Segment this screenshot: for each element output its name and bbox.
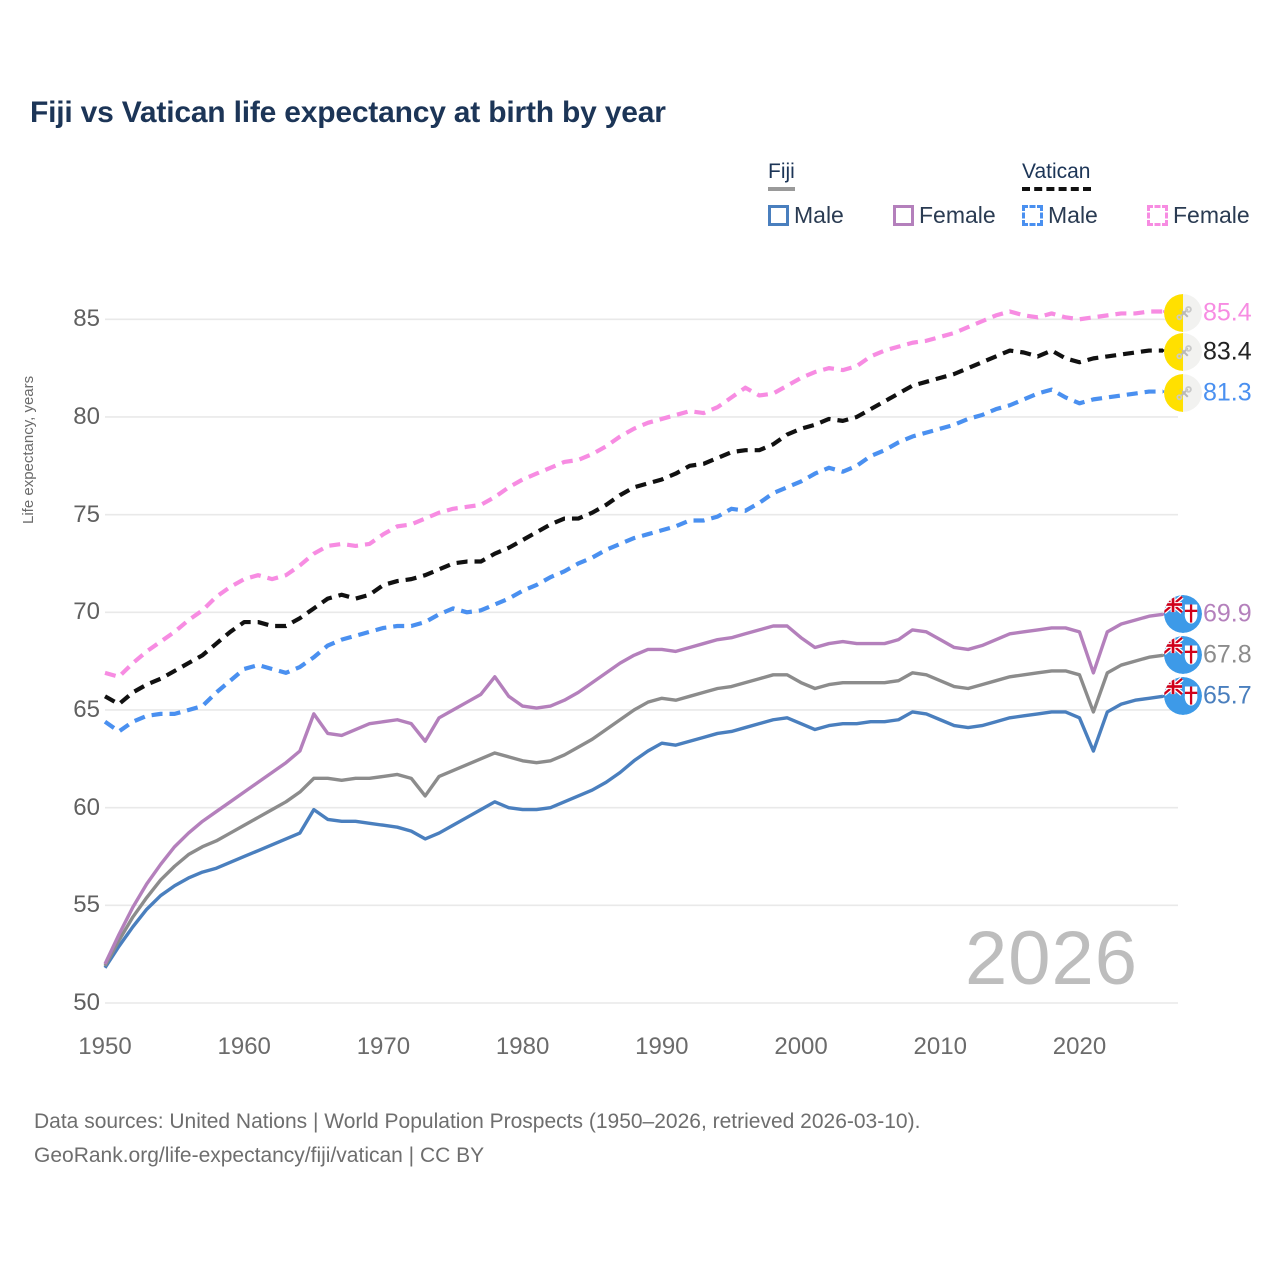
x-tick-label: 1960 <box>217 1033 271 1060</box>
x-tick-label: 2010 <box>913 1033 967 1060</box>
series-end-value: 85.4 <box>1203 298 1252 327</box>
legend-item-fiji-female[interactable]: Female <box>893 204 996 227</box>
legend-label-fiji-male: Male <box>794 202 844 228</box>
legend-label-fiji-female: Female <box>919 202 996 228</box>
y-axis-ticks: 50 55 60 65 70 75 80 85 <box>40 0 100 1280</box>
x-tick-label: 2020 <box>1052 1033 1107 1060</box>
vatican-flag-icon <box>1164 333 1202 371</box>
footer-line-1: Data sources: United Nations | World Pop… <box>34 1110 921 1133</box>
legend-item-fiji-male[interactable]: Male <box>768 204 844 227</box>
series-line-vatican-female <box>104 309 1163 679</box>
series-line-fiji-male <box>103 694 1164 969</box>
y-tick-label: 50 <box>73 989 100 1016</box>
fiji-flag-icon <box>1164 677 1202 715</box>
y-tick-label: 60 <box>73 793 100 821</box>
vatican-flag-icon <box>1164 374 1202 412</box>
legend-group-fiji: Fiji <box>768 160 795 191</box>
x-tick-label: 1950 <box>78 1033 132 1060</box>
series-line-vatican-total <box>103 348 1163 707</box>
y-tick-label: 55 <box>73 891 100 919</box>
legend-swatch-fiji-male <box>768 205 789 226</box>
fiji-flag-icon <box>1164 636 1202 674</box>
legend-swatch-vatican-female <box>1147 205 1168 226</box>
y-tick-label: 75 <box>73 500 100 528</box>
footer-line-2[interactable]: GeoRank.org/life-expectancy/fiji/vatican… <box>34 1143 485 1167</box>
series-end-value: 67.8 <box>1203 640 1252 669</box>
x-tick-label: 1980 <box>495 1033 550 1060</box>
legend-label-vatican-male: Male <box>1048 202 1098 228</box>
x-tick-label: 1990 <box>635 1033 689 1060</box>
legend: Fiji Vatican Male Female Male Female <box>760 160 1260 242</box>
legend-group-vatican: Vatican <box>1022 160 1091 191</box>
page-title: Fiji vs Vatican life expectancy at birth… <box>30 96 666 129</box>
legend-swatch-fiji-female <box>893 205 914 226</box>
y-tick-label: 80 <box>73 402 100 430</box>
series-end-value: 65.7 <box>1203 681 1252 710</box>
series-end-value: 83.4 <box>1203 337 1252 366</box>
fiji-flag-icon <box>1164 595 1202 633</box>
legend-item-vatican-male[interactable]: Male <box>1022 204 1098 227</box>
vatican-flag-icon <box>1164 294 1202 332</box>
y-tick-label: 85 <box>73 305 100 333</box>
series-line-vatican-male <box>103 387 1163 734</box>
legend-swatch-vatican-male <box>1022 205 1043 226</box>
series-line-fiji-total <box>103 653 1164 967</box>
series-line-fiji-female <box>103 612 1164 965</box>
series-end-value: 81.3 <box>1203 378 1252 407</box>
legend-label-vatican-female: Female <box>1173 202 1250 228</box>
x-tick-label: 1970 <box>356 1033 411 1060</box>
y-tick-label: 65 <box>73 695 100 723</box>
footer-credits: Data sources: United Nations | World Pop… <box>34 1105 920 1172</box>
series-end-value: 69.9 <box>1203 599 1252 628</box>
legend-item-vatican-female[interactable]: Female <box>1147 204 1250 227</box>
y-tick-label: 70 <box>73 598 100 626</box>
year-watermark: 2026 <box>965 916 1139 1001</box>
x-tick-label: 2000 <box>774 1033 828 1060</box>
